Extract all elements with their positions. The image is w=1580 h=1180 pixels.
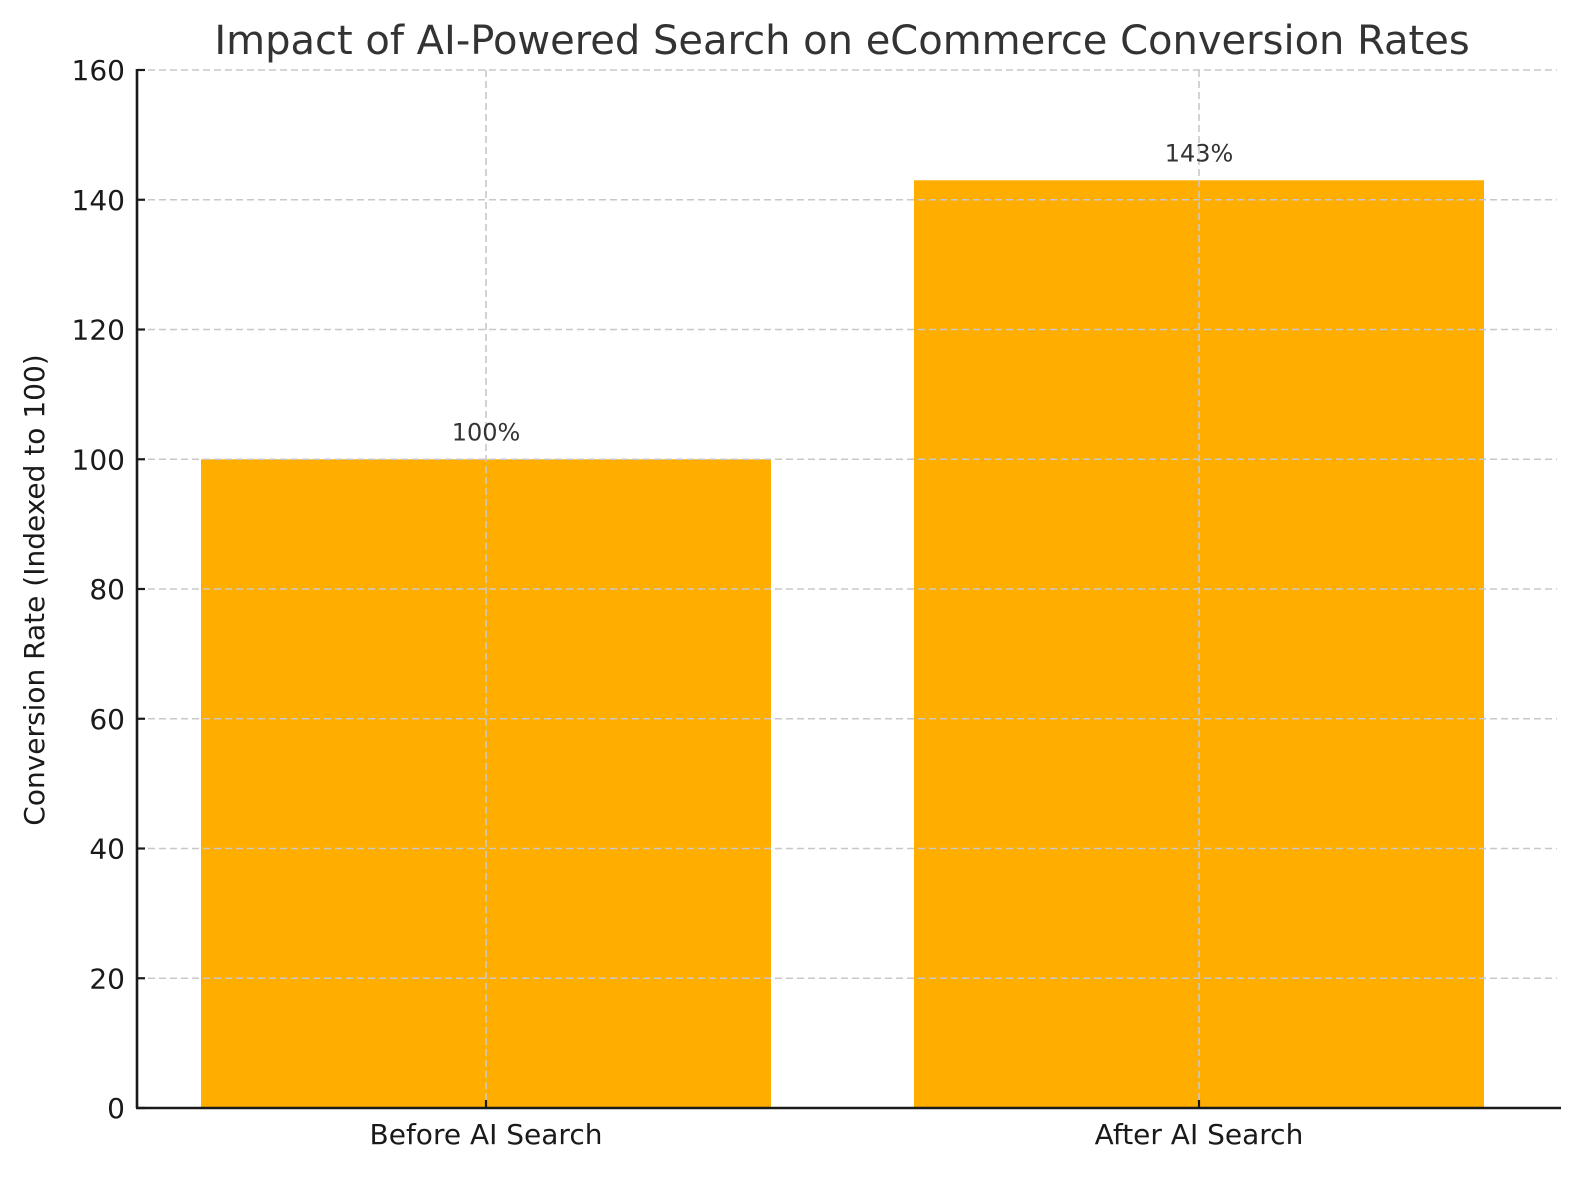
y-tick-label: 40: [89, 833, 125, 866]
bars: [201, 180, 1484, 1109]
chart-title: Impact of AI-Powered Search on eCommerce…: [214, 18, 1469, 64]
bar-value-labels: 100% 143%: [452, 139, 1234, 446]
y-tick-label: 60: [89, 703, 125, 736]
x-tick-label: Before AI Search: [370, 1118, 603, 1151]
y-tick-label: 160: [72, 54, 125, 87]
y-tick-label: 0: [107, 1092, 125, 1125]
y-tick-label: 140: [72, 184, 125, 217]
gridlines: [137, 69, 1557, 1108]
y-tick-label: 80: [89, 573, 125, 606]
y-tick-label: 120: [72, 314, 125, 347]
bar-value-label: 143%: [1165, 139, 1234, 167]
y-tick-label: 20: [89, 962, 125, 995]
y-axis-label: Conversion Rate (Indexed to 100): [18, 354, 51, 825]
y-axis: 0 20 40 60 80 100 120 140 160: [72, 54, 145, 1125]
bar-value-label: 100%: [452, 418, 521, 446]
y-tick-label: 100: [72, 443, 125, 476]
x-axis: Before AI Search After AI Search: [136, 1100, 1561, 1151]
x-tick-label: After AI Search: [1095, 1118, 1304, 1151]
